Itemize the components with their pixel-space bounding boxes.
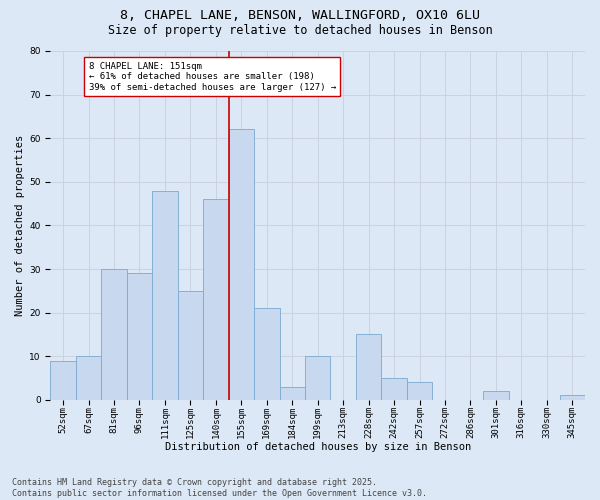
Text: Contains HM Land Registry data © Crown copyright and database right 2025.
Contai: Contains HM Land Registry data © Crown c… [12,478,427,498]
Bar [178,291,203,400]
Bar [382,378,407,400]
Bar [203,200,229,400]
Bar [152,190,178,400]
Bar [407,382,432,400]
Bar [127,274,152,400]
Bar [76,356,101,400]
Text: 8, CHAPEL LANE, BENSON, WALLINGFORD, OX10 6LU: 8, CHAPEL LANE, BENSON, WALLINGFORD, OX1… [120,9,480,22]
Bar [101,269,127,400]
Bar [560,396,585,400]
Text: Size of property relative to detached houses in Benson: Size of property relative to detached ho… [107,24,493,37]
Bar [254,308,280,400]
Text: 8 CHAPEL LANE: 151sqm
← 61% of detached houses are smaller (198)
39% of semi-det: 8 CHAPEL LANE: 151sqm ← 61% of detached … [89,62,336,92]
Bar [280,387,305,400]
Bar [356,334,382,400]
Bar [229,130,254,400]
X-axis label: Distribution of detached houses by size in Benson: Distribution of detached houses by size … [164,442,471,452]
Y-axis label: Number of detached properties: Number of detached properties [15,135,25,316]
Bar [305,356,331,400]
Bar [50,360,76,400]
Bar [483,391,509,400]
